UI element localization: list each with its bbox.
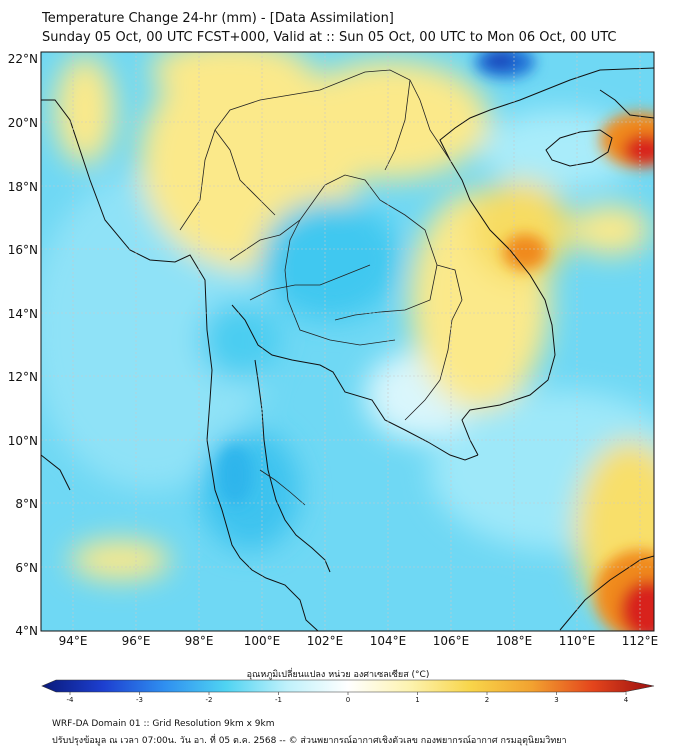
lat-label: 8°N bbox=[15, 497, 38, 511]
lon-label: 108°E bbox=[496, 634, 533, 648]
colorbar-tick-label: 3 bbox=[554, 696, 558, 704]
lon-label: 102°E bbox=[307, 634, 344, 648]
footer-update-info: ปรับปรุงข้อมูล ณ เวลา 07:00น. วัน อา. ที… bbox=[52, 736, 567, 746]
lon-label: 96°E bbox=[122, 634, 151, 648]
lat-label: 12°N bbox=[8, 370, 38, 384]
colorbar-label: อุณหภูมิเปลี่ยนแปลง หน่วย องศาเซลเซียส (… bbox=[246, 670, 430, 680]
map-title: Temperature Change 24-hr (mm) - [Data As… bbox=[42, 11, 394, 26]
colorbar-gradient bbox=[41, 679, 655, 693]
border-shan bbox=[214, 129, 276, 216]
footer-model-info: WRF-DA Domain 01 :: Grid Resolution 9km … bbox=[52, 719, 275, 729]
lon-label: 94°E bbox=[59, 634, 88, 648]
graticule bbox=[41, 52, 654, 631]
latitude-labels: 22°N 20°N 18°N 16°N 14°N 12°N 10°N 8°N 6… bbox=[8, 52, 38, 638]
field-cyan-central bbox=[260, 200, 400, 320]
coast-myanmar-west bbox=[41, 99, 319, 631]
lat-label: 6°N bbox=[15, 561, 38, 575]
lon-label: 106°E bbox=[433, 634, 470, 648]
coast-vietnam bbox=[439, 67, 654, 456]
colorbar-tick-label: -3 bbox=[136, 696, 143, 704]
lat-label: 14°N bbox=[8, 307, 38, 321]
border-provinces bbox=[284, 219, 396, 346]
border-internal-b bbox=[259, 469, 306, 506]
lat-label: 22°N bbox=[8, 52, 38, 66]
border-cambodia-vietnam bbox=[404, 264, 463, 421]
coastlines bbox=[41, 67, 654, 631]
colorbar-ticks: -4 -3 -2 -1 0 1 2 3 4 bbox=[67, 692, 629, 704]
lon-label: 100°E bbox=[244, 634, 281, 648]
border-north bbox=[179, 69, 451, 231]
coast-gulf-of-thailand bbox=[231, 304, 479, 461]
field-orange-vietnam bbox=[503, 234, 547, 270]
map-frame bbox=[40, 51, 655, 632]
lat-label: 10°N bbox=[8, 434, 38, 448]
colorbar-tick-label: -2 bbox=[206, 696, 213, 704]
colorbar-tick-label: -4 bbox=[67, 696, 75, 704]
coast-peninsula-east bbox=[254, 359, 331, 573]
lon-label: 104°E bbox=[370, 634, 407, 648]
coast-hainan bbox=[545, 129, 613, 167]
field-yellow-west bbox=[55, 55, 115, 165]
coast-leizhou bbox=[599, 89, 654, 119]
colorbar-tick-label: -1 bbox=[275, 696, 282, 704]
colorbar-tick-label: 1 bbox=[415, 696, 419, 704]
border-internal-a bbox=[249, 264, 371, 301]
map-subtitle: Sunday 05 Oct, 00 UTC FCST+000, Valid at… bbox=[42, 30, 617, 45]
colorbar: -4 -3 -2 -1 0 1 2 3 4 bbox=[41, 679, 655, 704]
longitude-labels: 94°E 96°E 98°E 100°E 102°E 104°E 106°E 1… bbox=[59, 634, 659, 648]
coast-andaman bbox=[41, 454, 71, 491]
lon-label: 110°E bbox=[559, 634, 596, 648]
temperature-field bbox=[41, 52, 654, 631]
coast-borneo bbox=[559, 555, 654, 631]
lat-label: 4°N bbox=[15, 624, 38, 638]
lon-label: 112°E bbox=[622, 634, 659, 648]
lat-label: 18°N bbox=[8, 180, 38, 194]
border-laos-north bbox=[384, 79, 411, 171]
admin-borders bbox=[179, 69, 463, 506]
lat-label: 20°N bbox=[8, 116, 38, 130]
colorbar-tick-label: 2 bbox=[485, 696, 489, 704]
border-thailand-laos-cambodia bbox=[229, 174, 438, 321]
colorbar-tick-label: 0 bbox=[346, 696, 350, 704]
lat-label: 16°N bbox=[8, 243, 38, 257]
field-red-borneo bbox=[620, 580, 654, 631]
lon-label: 98°E bbox=[185, 634, 214, 648]
colorbar-tick-label: 4 bbox=[624, 696, 629, 704]
